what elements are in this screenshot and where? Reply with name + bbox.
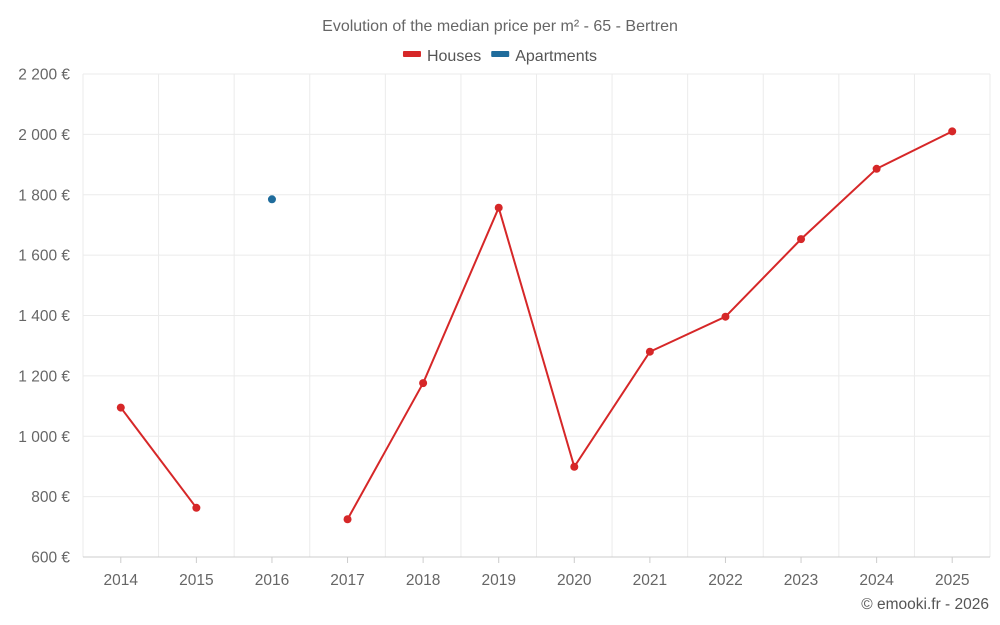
series-layer [116, 127, 957, 524]
legend-label-apartments: Apartments [515, 48, 597, 65]
y-tick-label: 1 000 € [18, 429, 70, 446]
series-line-houses [119, 406, 198, 509]
x-tick-label: 2024 [859, 572, 894, 589]
data-point-houses [948, 127, 957, 136]
data-point-houses [192, 503, 201, 512]
series-houses [116, 127, 957, 524]
data-point-houses [570, 462, 579, 471]
series-line-houses [346, 130, 953, 520]
x-tick-label: 2019 [481, 572, 515, 589]
series-apartments [267, 195, 276, 204]
y-tick-label: 1 400 € [18, 308, 70, 325]
legend-label-houses: Houses [427, 48, 481, 65]
data-point-houses [645, 347, 654, 356]
x-tick-label: 2018 [406, 572, 440, 589]
y-axis: 600 € 800 € 1 000 € 1 200 € 1 400 € 1 600 € 1 … [18, 67, 70, 567]
y-tick-label: 1 800 € [18, 187, 70, 204]
data-point-houses [343, 515, 352, 524]
data-point-houses [797, 235, 806, 244]
y-tick-label: 800 € [31, 489, 70, 506]
legend-swatch-apartments [491, 51, 510, 57]
data-point-houses [419, 379, 428, 388]
x-tick-label: 2022 [708, 572, 742, 589]
x-tick-label: 2023 [784, 572, 818, 589]
x-tick-label: 2015 [179, 572, 213, 589]
x-tick-label: 2014 [104, 572, 139, 589]
x-tick-label: 2016 [255, 572, 289, 589]
y-tick-label: 1 600 € [18, 248, 70, 265]
y-tick-label: 2 000 € [18, 127, 70, 144]
grid [82, 73, 991, 558]
credit-label: © emooki.fr - 2026 [861, 596, 989, 613]
x-tick-label: 2025 [935, 572, 969, 589]
y-tick-label: 600 € [31, 550, 70, 567]
data-point-houses [494, 203, 503, 212]
x-axis: 2014 2015 2016 2017 2018 2019 2020 2021 2022 2023… [83, 556, 990, 589]
legend-swatch-houses [402, 51, 421, 57]
data-point-houses [116, 403, 125, 412]
y-tick-label: 1 200 € [18, 368, 70, 385]
data-point-apartments [267, 195, 276, 204]
y-tick-label: 2 200 € [18, 67, 70, 84]
data-point-houses [721, 312, 730, 321]
legend: Houses Apartments [402, 48, 597, 65]
x-tick-label: 2017 [330, 572, 364, 589]
data-point-houses [872, 164, 881, 173]
x-tick-label: 2021 [633, 572, 667, 589]
x-tick-label: 2020 [557, 572, 592, 589]
chart-title: Evolution of the median price per m² - 6… [322, 18, 678, 35]
